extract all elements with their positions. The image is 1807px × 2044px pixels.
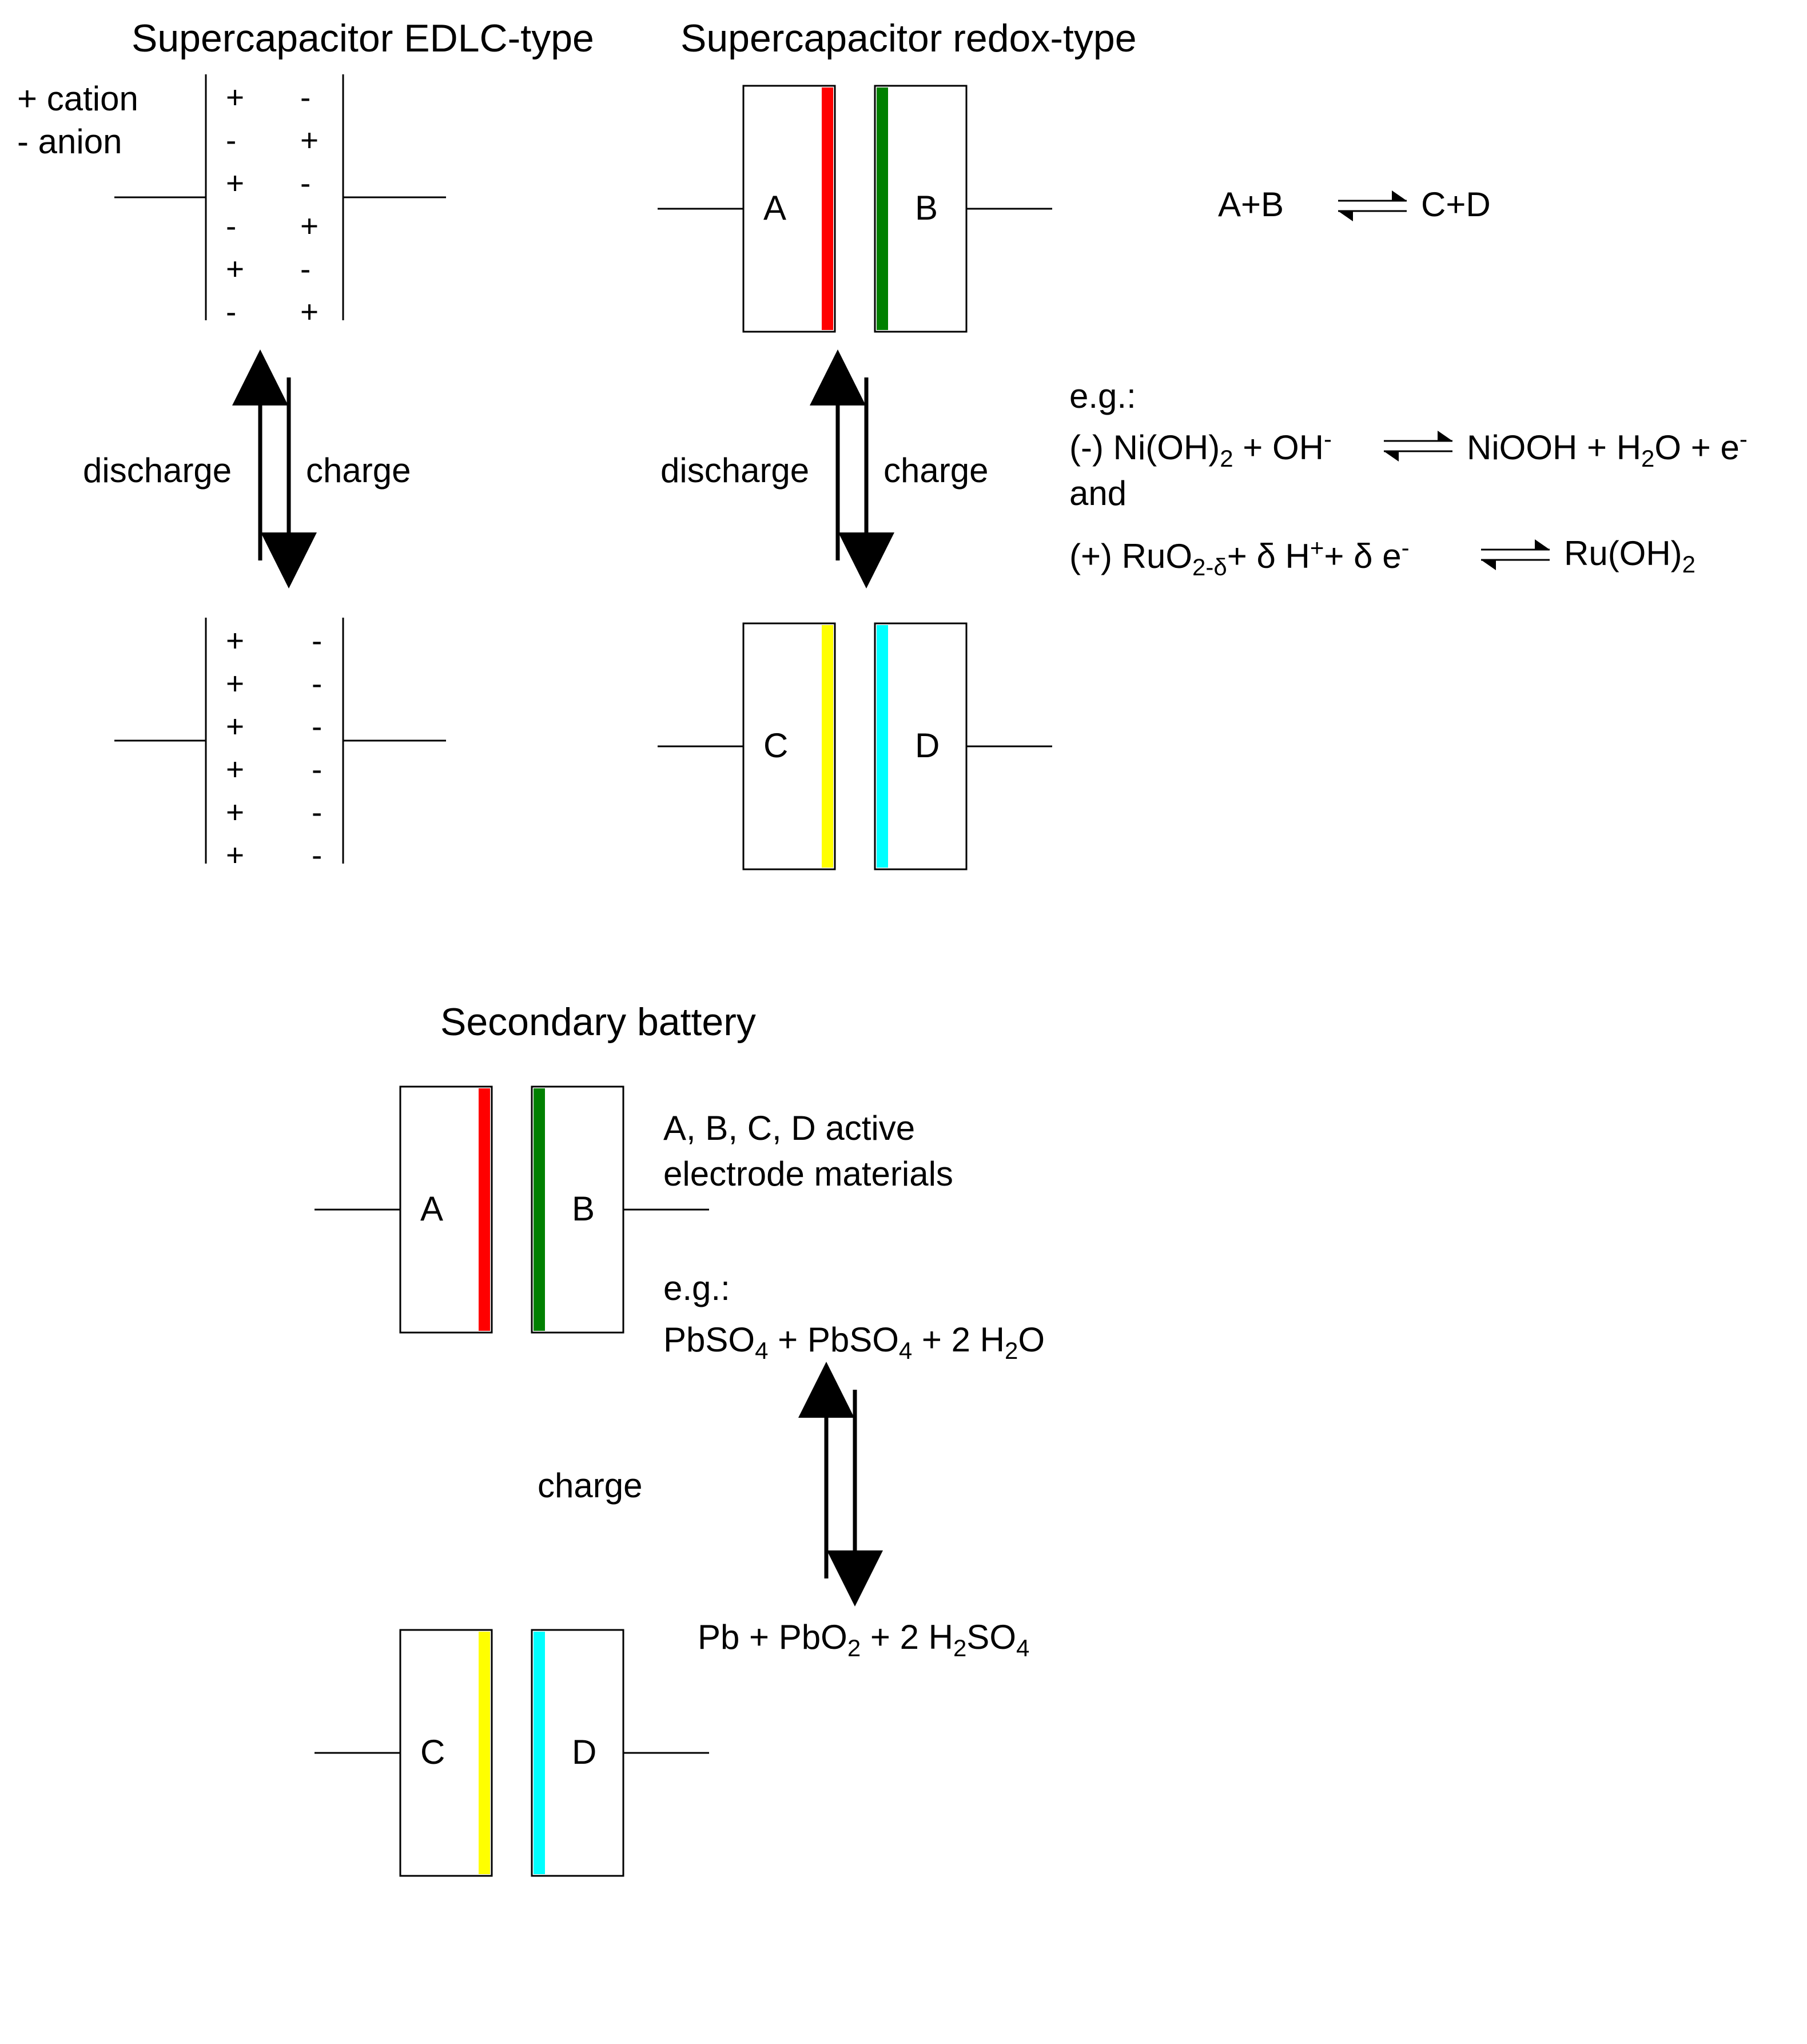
edlc-top_cell-ion-5: - (226, 295, 236, 329)
batt-top-B-label: B (572, 1190, 595, 1228)
edlc-bottom_cell-ion-9: - (312, 752, 322, 787)
edlc-bottom_cell-ion-7: - (312, 666, 322, 701)
edlc-top_cell-ion-11: + (300, 295, 319, 329)
edlc-top_cell-ion-9: + (300, 209, 319, 244)
edlc-bottom_cell-ion-10: - (312, 795, 322, 830)
batt-top-B-bar (534, 1088, 545, 1331)
edlc-bottom_cell-ion-4: + (226, 795, 244, 830)
redox-top-B-bar (877, 88, 888, 330)
redox-discharge-label: discharge (660, 452, 809, 490)
batt-bot-D-bar (534, 1632, 545, 1874)
edlc-title: Supercapacitor EDLC-type (132, 17, 594, 60)
redox-eqn-rhs: C+D (1421, 186, 1491, 224)
edlc-top_cell-ion-4: + (226, 252, 244, 287)
redox-and: and (1069, 475, 1127, 512)
batt-bot-C-rect (400, 1630, 492, 1876)
batt-bot-C-bar (479, 1632, 490, 1874)
edlc-bottom_cell-ion-11: - (312, 838, 322, 873)
edlc-bottom_cell-ion-8: - (312, 709, 322, 744)
edlc-top_cell-ion-10: - (300, 252, 311, 287)
battery-charge-label: charge (538, 1467, 642, 1505)
redox-bot-C-bar (822, 625, 833, 868)
redox-bot-D-bar (877, 625, 888, 868)
redox-top-A-label: A (763, 189, 786, 227)
edlc-bottom_cell-ion-5: + (226, 838, 244, 873)
diagram-canvas: Supercapacitor EDLC-type + cation - anion +… (0, 0, 1807, 2044)
redox-bot-C-label: C (763, 727, 788, 765)
edlc-bottom_cell-ion-2: + (226, 709, 244, 744)
edlc-top_cell-ion-2: + (226, 166, 244, 201)
edlc-top_cell-ion-6: - (300, 80, 311, 115)
redox-title: Supercapacitor redox-type (680, 17, 1137, 60)
redox-bot-C-rect (743, 623, 835, 869)
batt-top-A-bar (479, 1088, 490, 1331)
edlc-discharge-label: discharge (83, 452, 232, 490)
edlc-charge-label: charge (306, 452, 411, 490)
redox-eq1-rhs: NiOOH + H2O + e- (1467, 426, 1748, 472)
batt-top-A-rect (400, 1087, 492, 1333)
edlc-bottom_cell-ion-0: + (226, 623, 244, 658)
redox-eqn-lhs: A+B (1218, 186, 1284, 224)
svg-layer (0, 0, 1807, 2044)
redox-top-A-rect (743, 86, 835, 332)
edlc-legend-1: - anion (17, 123, 122, 161)
edlc-legend-0: + cation (17, 80, 138, 118)
batt-top-A-label: A (420, 1190, 443, 1228)
battery-eq-bottom: Pb + PbO2 + 2 H2SO4 (698, 1619, 1029, 1661)
edlc-bottom_cell-ion-3: + (226, 752, 244, 787)
battery-title: Secondary battery (440, 1001, 756, 1044)
edlc-bottom_cell-ion-1: + (226, 666, 244, 701)
edlc-top_cell-ion-1: - (226, 123, 236, 158)
edlc-top_cell-ion-0: + (226, 80, 244, 115)
edlc-top_cell-ion-8: - (300, 166, 311, 201)
battery-note-2: electrode materials (663, 1155, 953, 1193)
redox-eq2-lhs: (+) RuO2-δ+ δ H++ δ e- (1069, 535, 1410, 580)
redox-top-A-bar (822, 88, 833, 330)
redox-eq1-lhs: (-) Ni(OH)2 + OH- (1069, 426, 1332, 472)
battery-eg: e.g.: (663, 1270, 730, 1307)
battery-eq-top: PbSO4 + PbSO4 + 2 H2O (663, 1321, 1045, 1364)
redox-top-B-label: B (915, 189, 938, 227)
redox-eq2-rhs: Ru(OH)2 (1564, 535, 1695, 578)
edlc-bottom_cell-ion-6: - (312, 623, 322, 658)
edlc-top_cell-ion-7: + (300, 123, 319, 158)
redox-eg: e.g.: (1069, 377, 1136, 415)
batt-bot-D-label: D (572, 1733, 596, 1771)
redox-bot-D-label: D (915, 727, 940, 765)
redox-charge-label: charge (883, 452, 988, 490)
battery-note-1: A, B, C, D active (663, 1110, 915, 1147)
batt-bot-C-label: C (420, 1733, 445, 1771)
edlc-top_cell-ion-3: - (226, 209, 236, 244)
